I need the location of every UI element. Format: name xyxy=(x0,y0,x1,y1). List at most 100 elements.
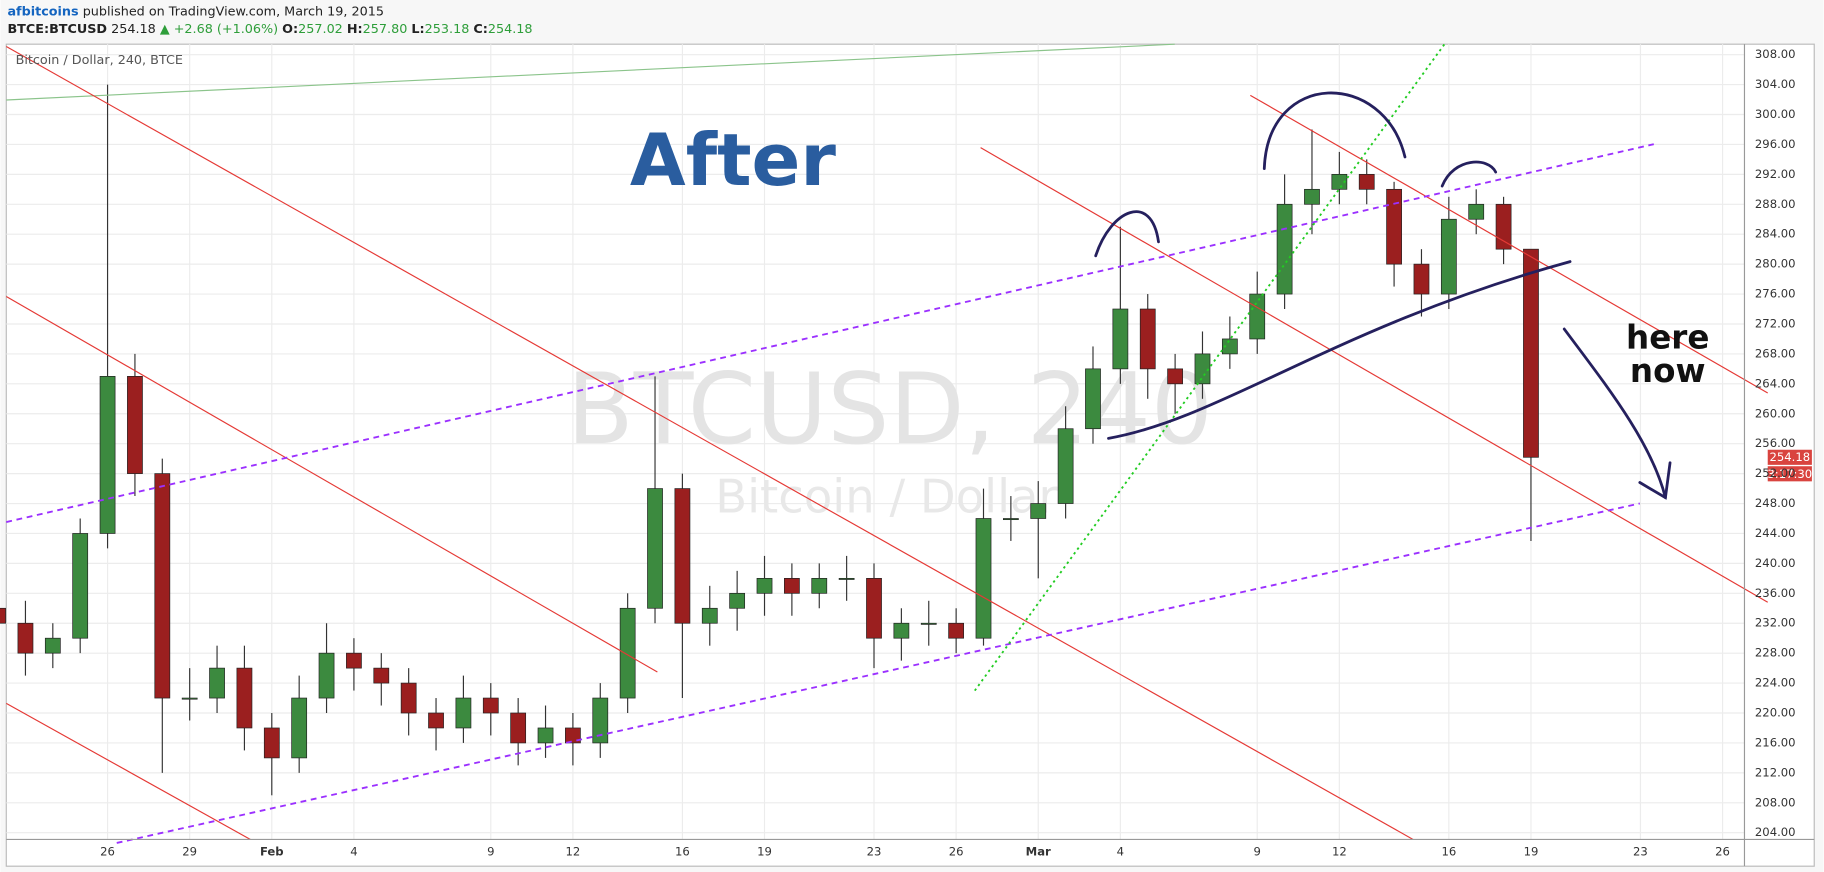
last: 254.18 xyxy=(111,22,156,37)
ohlc-label: H: xyxy=(347,22,363,37)
y-tick-label: 300.00 xyxy=(1755,107,1796,121)
candle-body xyxy=(127,376,143,474)
y-tick-label: 224.00 xyxy=(1755,676,1796,690)
candle-body xyxy=(1030,503,1047,519)
author[interactable]: afbitcoins xyxy=(7,4,78,19)
ohlc-value: 254.18 xyxy=(488,22,533,37)
y-tick-label: 264.00 xyxy=(1755,376,1796,390)
candle-body xyxy=(346,652,362,669)
candle-body xyxy=(948,622,965,639)
ohlc-label: L: xyxy=(411,22,424,37)
trend-line xyxy=(5,702,251,840)
hand-drawn-curve xyxy=(1440,160,1498,188)
candle-body xyxy=(1221,338,1238,355)
candle-body xyxy=(893,622,910,639)
x-tick-label: 9 xyxy=(487,845,494,859)
y-tick-label: 280.00 xyxy=(1755,257,1796,271)
y-tick-label: 284.00 xyxy=(1755,227,1796,241)
trend-line xyxy=(5,46,1414,840)
x-tick-label: 26 xyxy=(949,845,964,859)
candle-body xyxy=(44,637,61,654)
annotation: here xyxy=(1626,318,1709,356)
candle-body xyxy=(619,607,636,699)
candle-body xyxy=(154,473,171,699)
candle-body xyxy=(1440,218,1457,295)
pane-title: Bitcoin / Dollar, 240, BTCE xyxy=(16,53,183,68)
candle-body xyxy=(263,727,280,759)
candle-body xyxy=(647,488,663,609)
candle-body xyxy=(482,697,499,714)
y-tick-label: 296.00 xyxy=(1755,137,1796,151)
y-tick-label: 204.00 xyxy=(1755,825,1796,839)
y-tick-label: 228.00 xyxy=(1755,646,1796,660)
x-tick-label: 19 xyxy=(757,845,772,859)
x-tick-label: 19 xyxy=(1524,845,1539,859)
y-tick-label: 260.00 xyxy=(1755,406,1796,420)
ohlc-value: 253.18 xyxy=(425,22,470,37)
y-tick-label: 244.00 xyxy=(1755,526,1796,540)
ohlc-value: 257.02 xyxy=(298,22,343,37)
candle-body xyxy=(400,682,417,714)
annotation: now xyxy=(1630,352,1706,390)
candle-body xyxy=(291,697,308,759)
change: ▲ +2.68 (+1.06%) xyxy=(160,22,278,37)
candle-body xyxy=(1276,203,1293,295)
candle-body xyxy=(1495,203,1512,250)
countdown: 3:17:30 xyxy=(1767,467,1812,481)
x-tick-label: 4 xyxy=(1117,845,1124,859)
y-tick-label: 212.00 xyxy=(1755,765,1796,779)
candle-body xyxy=(1057,428,1074,504)
candle-body xyxy=(866,577,882,639)
ohlc-label: C: xyxy=(473,22,487,37)
published: published on TradingView.com, March 19, … xyxy=(83,4,384,19)
x-tick-label: 12 xyxy=(566,845,581,859)
y-tick-label: 292.00 xyxy=(1755,167,1796,181)
candle-body xyxy=(181,697,198,700)
candles xyxy=(0,84,1539,796)
candle-body xyxy=(99,376,116,534)
candle-body xyxy=(1331,174,1348,190)
drawings xyxy=(5,43,1769,844)
x-tick-label: 29 xyxy=(182,845,197,859)
candle-body xyxy=(236,667,253,729)
channel-line xyxy=(116,502,1641,844)
x-tick-label: 26 xyxy=(100,845,115,859)
candle-body xyxy=(729,592,746,609)
candle-body xyxy=(701,607,718,624)
candle-body xyxy=(838,577,855,580)
y-tick-label: 308.00 xyxy=(1755,47,1796,61)
y-tick-label: 288.00 xyxy=(1755,197,1796,211)
y-tick-label: 220.00 xyxy=(1755,706,1796,720)
x-tick-label: Feb xyxy=(260,845,284,859)
x-tick-label: 9 xyxy=(1254,845,1261,859)
candle-body xyxy=(209,667,225,699)
symbol: BTCE:BTCUSD xyxy=(7,22,107,37)
x-tick-label: 26 xyxy=(1715,845,1730,859)
candle-body xyxy=(455,697,472,729)
candle-body xyxy=(756,577,773,594)
header: afbitcoins published on TradingView.com,… xyxy=(7,4,384,19)
trend-line xyxy=(5,295,658,673)
candle-body xyxy=(72,533,89,639)
hand-drawn-curve xyxy=(1107,260,1572,440)
candle-body xyxy=(1167,368,1183,385)
x-tick-label: 23 xyxy=(1633,845,1648,859)
candle-body xyxy=(318,652,335,699)
symbol-line: BTCE:BTCUSD 254.18 ▲ +2.68 (+1.06%) O:25… xyxy=(7,22,532,37)
y-tick-label: 304.00 xyxy=(1755,77,1796,91)
y-tick-label: 256.00 xyxy=(1755,436,1796,450)
candle-body xyxy=(1085,368,1101,430)
price-tag-label: 254.18 xyxy=(1770,450,1811,464)
y-tick-label: 208.00 xyxy=(1755,795,1796,809)
candle-body xyxy=(811,577,828,594)
candle-body xyxy=(1358,174,1375,190)
y-tick-label: 248.00 xyxy=(1755,496,1796,510)
y-tick-label: 272.00 xyxy=(1755,316,1796,330)
candle-body xyxy=(784,577,800,594)
candle-body xyxy=(565,727,581,744)
candle-body xyxy=(373,667,390,684)
candle-body xyxy=(920,622,937,625)
candle-body xyxy=(1112,308,1129,370)
x-tick-label: 4 xyxy=(350,845,357,859)
candle-body xyxy=(975,518,992,639)
